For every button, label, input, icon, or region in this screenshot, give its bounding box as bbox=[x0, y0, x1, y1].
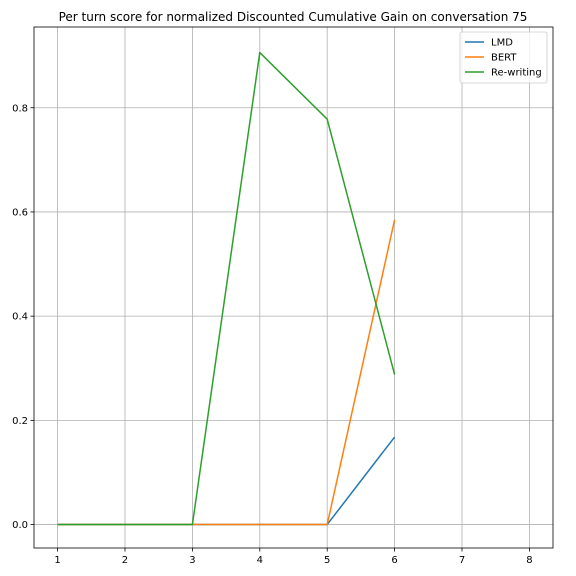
x-tick-label: 7 bbox=[459, 555, 465, 566]
y-tick-label: 0.6 bbox=[12, 207, 28, 218]
legend-label: BERT bbox=[491, 53, 517, 64]
series-line-re-writing bbox=[57, 51, 396, 526]
x-tick-label: 3 bbox=[189, 555, 195, 566]
y-tick-label: 0.8 bbox=[12, 103, 28, 114]
legend-label: LMD bbox=[491, 38, 513, 49]
axis-ticks: 1 2 3 4 5 6 7 8 0.0 0.2 0.4 0.6 0.8 bbox=[12, 103, 533, 566]
y-tick-label: 0.4 bbox=[12, 312, 28, 323]
x-tick-label: 2 bbox=[122, 555, 128, 566]
x-tick-label: 1 bbox=[54, 555, 60, 566]
plot-frame bbox=[33, 26, 554, 549]
series-lines bbox=[57, 51, 396, 526]
x-tick-label: 5 bbox=[324, 555, 330, 566]
chart-title: Per turn score for normalized Discounted… bbox=[59, 10, 528, 24]
legend-box bbox=[459, 31, 548, 84]
x-tick-label: 6 bbox=[391, 555, 397, 566]
legend-label: Re-writing bbox=[491, 68, 542, 79]
grid-lines bbox=[34, 27, 553, 548]
y-tick-label: 0.2 bbox=[12, 416, 28, 427]
legend: LMD BERT Re-writing bbox=[459, 31, 548, 84]
x-tick-label: 8 bbox=[526, 555, 532, 566]
y-tick-label: 0.0 bbox=[12, 520, 28, 531]
series-line-bert bbox=[57, 219, 396, 526]
x-tick-label: 4 bbox=[257, 555, 263, 566]
